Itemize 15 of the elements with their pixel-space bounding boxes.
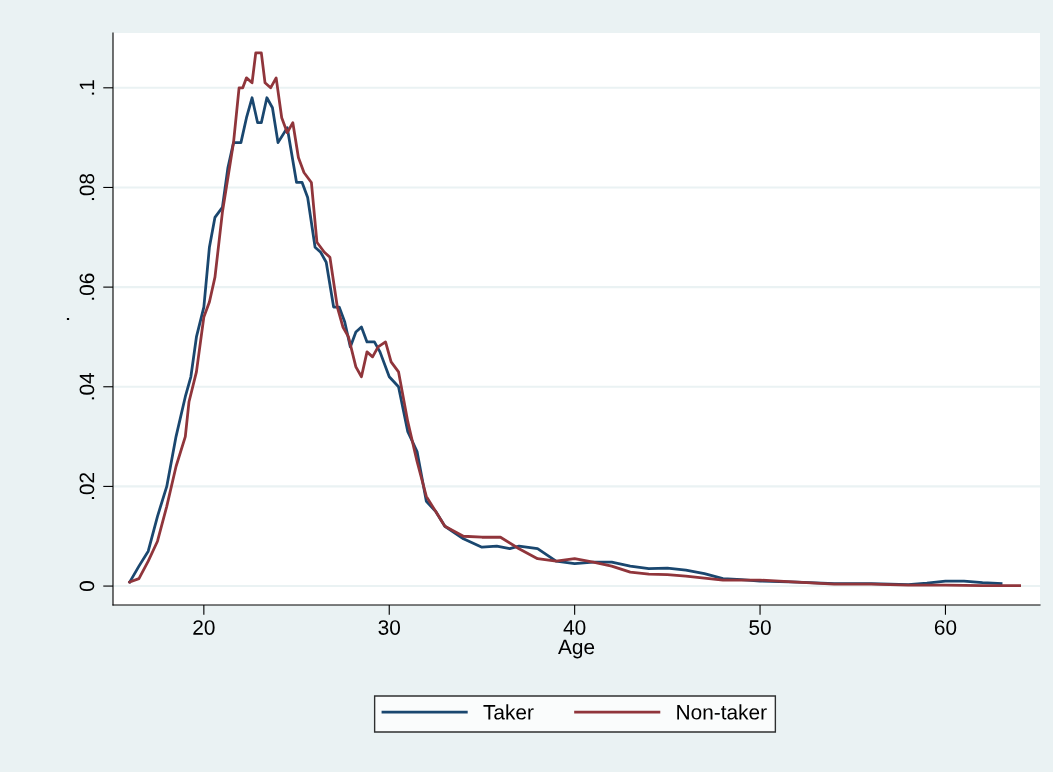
x-tick-label: 40 <box>563 620 586 635</box>
x-tick-label: 60 <box>934 620 957 635</box>
legend-label: Non-taker <box>677 704 767 720</box>
y-tick-label: .06 <box>79 273 95 300</box>
x-tick-label: 20 <box>193 620 215 635</box>
x-tick-label: 50 <box>749 620 771 635</box>
y-tick-label: 0 <box>79 581 95 592</box>
y-tick-label: .08 <box>79 173 95 201</box>
legend-label: Taker <box>483 704 534 720</box>
y-tick-label: .1 <box>79 80 95 95</box>
x-tick-label: 30 <box>378 620 401 635</box>
y-tick-label: .02 <box>79 472 95 499</box>
y-tick-label: .04 <box>79 372 95 400</box>
x-axis-title: Age <box>558 639 595 659</box>
y-axis-title: . <box>66 318 70 320</box>
